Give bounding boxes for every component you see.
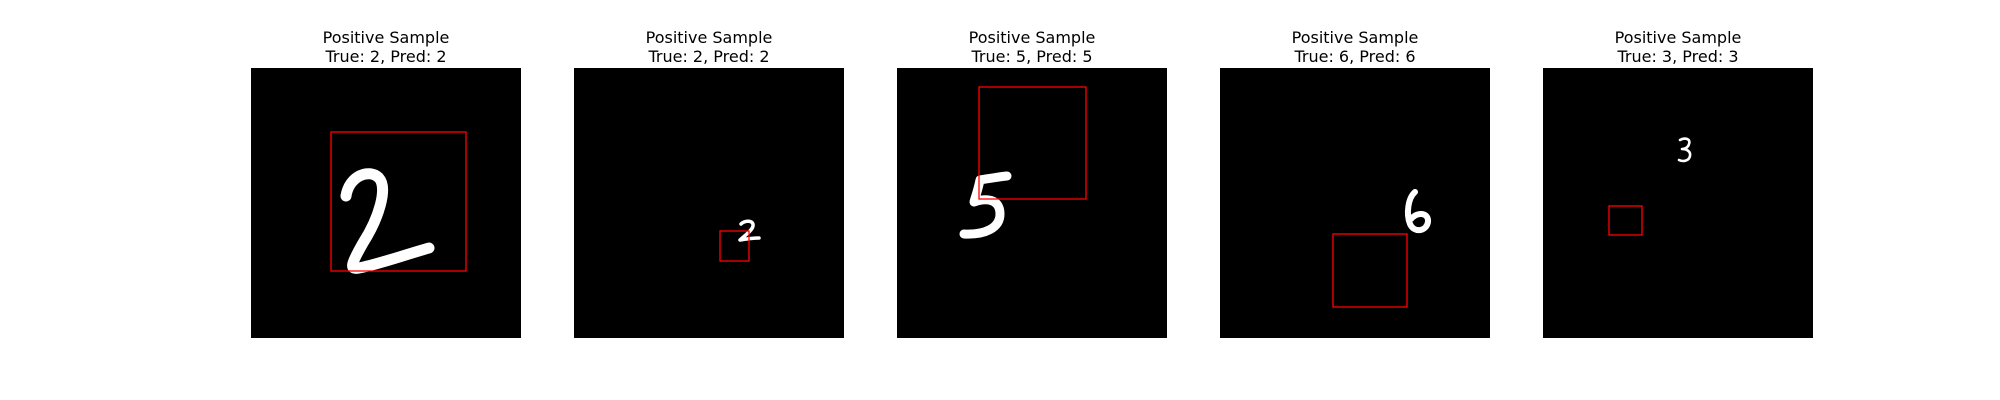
panel-title: Positive Sample True: 2, Pred: 2 [226,28,546,66]
bounding-box [978,86,1087,200]
panel-title-heading: Positive Sample [1614,28,1742,47]
panel-title-heading: Positive Sample [968,28,1096,47]
panel-title-labels: True: 2, Pred: 2 [325,47,447,66]
sample-panel-1: Positive Sample True: 2, Pred: 2 [226,0,546,400]
digit-canvas [330,131,467,274]
digit-image [574,68,844,338]
panel-title-labels: True: 6, Pred: 6 [1294,47,1416,66]
digit-image [1220,68,1490,338]
digit-image [897,68,1167,338]
sample-panel-4: Positive Sample True: 6, Pred: 6 [1195,0,1515,400]
digit-stroke [959,171,1012,239]
digit-stroke [1677,137,1692,163]
panel-title-labels: True: 2, Pred: 2 [648,47,770,66]
digit-canvas [719,219,761,262]
bounding-box [330,131,467,272]
panel-title-labels: True: 5, Pred: 5 [971,47,1093,66]
bounding-box [1608,205,1643,236]
digit-stroke [1404,189,1431,234]
digit-stroke [340,168,435,274]
digit-image [251,68,521,338]
digit-canvas [1608,137,1692,236]
digit-canvas [1332,189,1431,308]
panel-title: Positive Sample True: 5, Pred: 5 [872,28,1192,66]
bounding-box [719,230,750,262]
sample-panel-3: Positive Sample True: 5, Pred: 5 [872,0,1192,400]
panel-title-heading: Positive Sample [1291,28,1419,47]
bounding-box [1332,233,1408,308]
sample-panel-2: Positive Sample True: 2, Pred: 2 [549,0,869,400]
sample-panel-5: Positive Sample True: 3, Pred: 3 [1518,0,1838,400]
panel-title: Positive Sample True: 6, Pred: 6 [1195,28,1515,66]
digit-canvas [959,86,1087,239]
digit-image [1543,68,1813,338]
panel-title-heading: Positive Sample [322,28,450,47]
panel-title: Positive Sample True: 2, Pred: 2 [549,28,869,66]
panel-title-heading: Positive Sample [645,28,773,47]
panel-title: Positive Sample True: 3, Pred: 3 [1518,28,1838,66]
panel-title-labels: True: 3, Pred: 3 [1617,47,1739,66]
